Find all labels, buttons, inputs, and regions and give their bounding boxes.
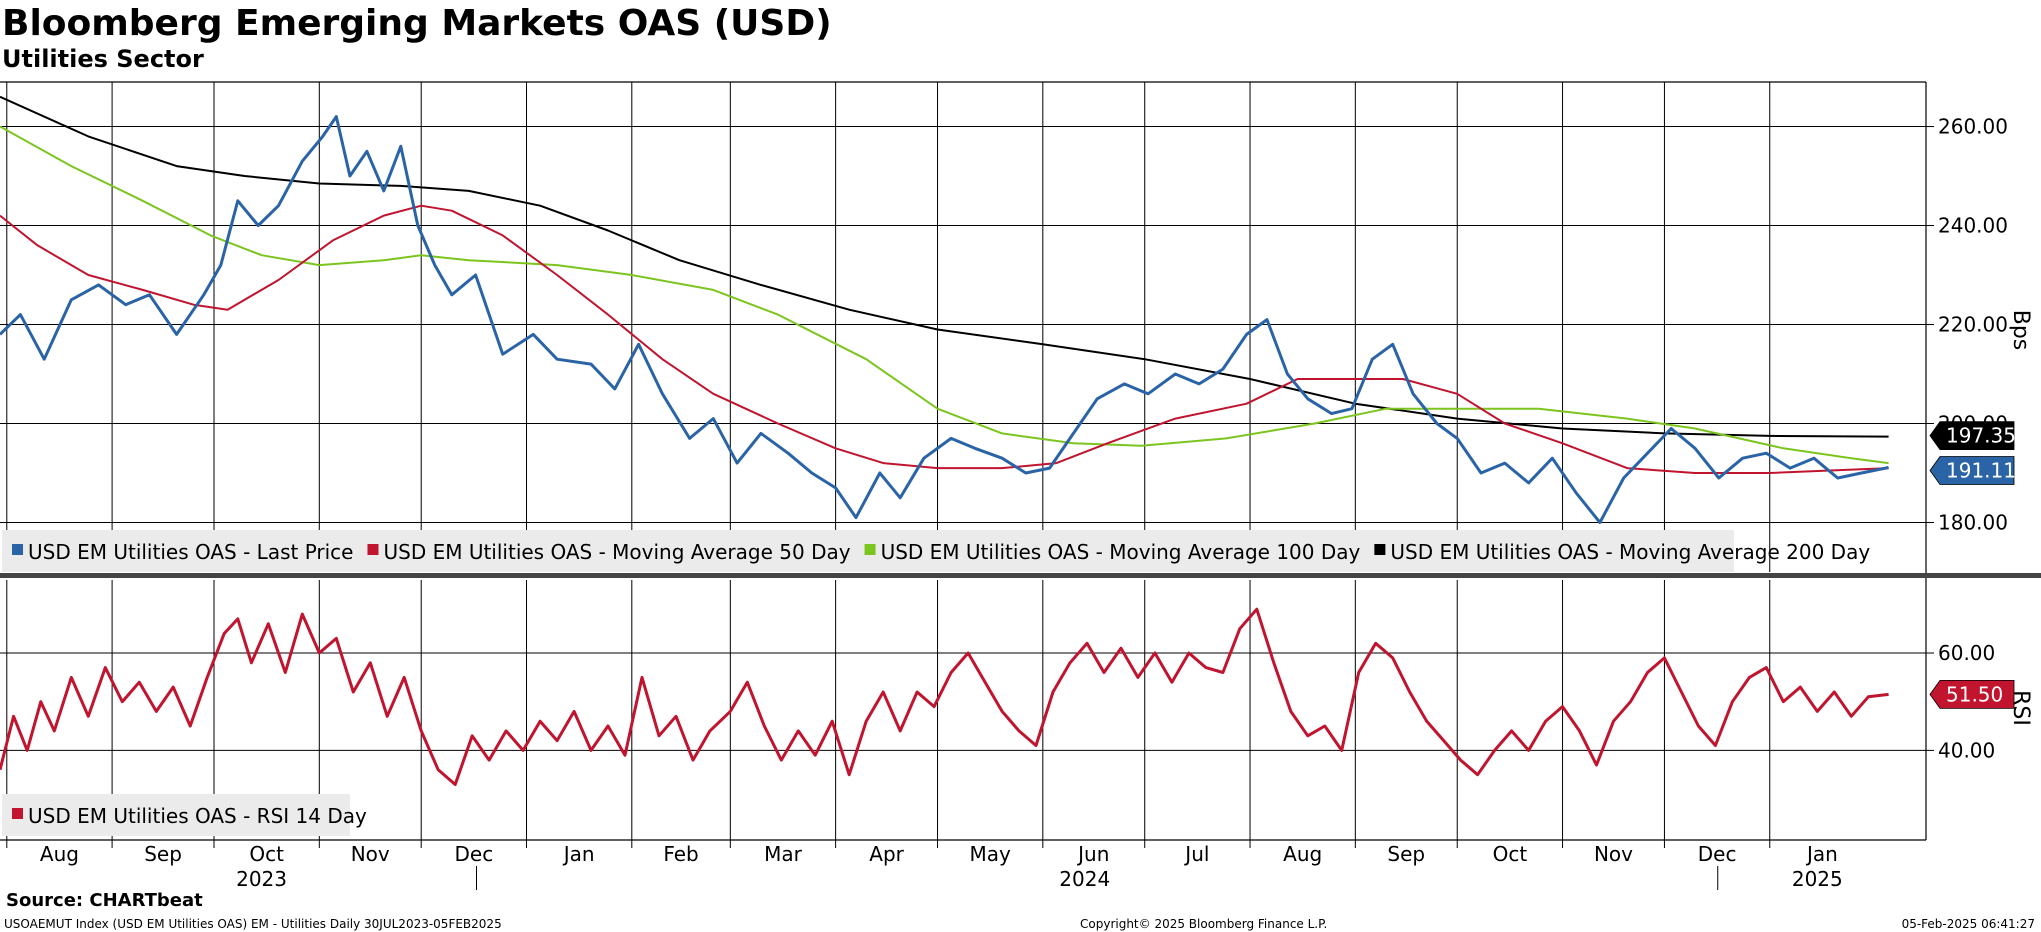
x-tick-label: Dec <box>455 842 494 866</box>
axis-layer: Aug Sep Oct Nov Dec Jan Feb Mar Apr May Jun Jul Aug S… <box>6 115 2033 891</box>
main-y-tick-label: 180.00 <box>1938 511 2008 535</box>
copyright: Copyright© 2025 Bloomberg Finance L.P. <box>1080 917 1328 931</box>
x-tick-label: Jul <box>1183 842 1209 866</box>
ma100-series-line <box>0 125 1889 465</box>
panel-separator <box>0 573 2041 578</box>
year-label: 2023 <box>236 867 287 891</box>
legend-entry: USD EM Utilities OAS - Moving Average 10… <box>881 540 1361 564</box>
x-tick-label: Sep <box>144 842 182 866</box>
chart-title: Bloomberg Emerging Markets OAS (USD) <box>2 3 832 44</box>
x-tick-label: Mar <box>764 842 803 866</box>
last-price-last-value-tag: 191.11 <box>1946 459 2016 483</box>
x-tick-label: Oct <box>249 842 284 866</box>
x-tick-label: Nov <box>1594 842 1633 866</box>
x-tick-label: Dec <box>1698 842 1737 866</box>
legend-swatch <box>12 544 23 555</box>
rsi-last-value-tag: 51.50 <box>1946 682 2003 706</box>
rsi-series-line <box>0 607 1889 786</box>
ma200-last-value-tag: 197.35 <box>1946 424 2016 448</box>
ma200-last-value-tag-box <box>1929 421 2015 451</box>
legend-layer: USD EM Utilities OAS - Last Price USD EM … <box>2 530 1870 836</box>
last-price-series-line <box>0 115 1889 524</box>
timestamp: 05-Feb-2025 06:41:27 <box>1901 917 2035 931</box>
x-tick-label: Oct <box>1493 842 1528 866</box>
year-label: 2024 <box>1059 867 1110 891</box>
rsi-y-tick-label: 60.00 <box>1938 641 1995 665</box>
legend-swatch <box>864 544 876 555</box>
series-layer <box>0 95 1889 786</box>
x-tick-label: Feb <box>663 842 698 866</box>
main-panel-grid <box>0 81 2041 841</box>
rsi-legend-box <box>2 794 350 836</box>
main-y-tick-label: 220.00 <box>1938 313 2008 337</box>
x-tick-label: Jan <box>1805 842 1838 866</box>
source-label: Source: CHARTbeat <box>6 890 203 911</box>
chart-subtitle: Utilities Sector <box>2 45 204 73</box>
legend-entry: USD EM Utilities OAS - RSI 14 Day <box>28 804 367 828</box>
last-value-tags: 197.35 191.11 51.50 <box>1929 421 2016 709</box>
legend-entry: USD EM Utilities OAS - Last Price <box>28 540 353 564</box>
x-tick-label: Jun <box>1076 842 1109 866</box>
x-tick-label: Jan <box>562 842 595 866</box>
x-tick-label: Sep <box>1387 842 1425 866</box>
x-tick-label: Apr <box>869 842 904 866</box>
legend-swatch <box>367 544 379 555</box>
x-tick-label: Aug <box>40 842 79 866</box>
main-y-tick-label: 260.00 <box>1938 115 2008 139</box>
legend-swatch <box>12 808 23 819</box>
legend-entry: USD EM Utilities OAS - Moving Average 20… <box>1390 540 1870 564</box>
ma200-series-line <box>0 95 1889 438</box>
rsi-y-tick-label: 40.00 <box>1938 738 1995 762</box>
main-y-tick-label: 240.00 <box>1938 214 2008 238</box>
last-price-last-value-tag-box <box>1929 456 2015 485</box>
x-tick-label: Nov <box>351 842 390 866</box>
rsi-last-value-tag-box <box>1929 679 2015 709</box>
year-label: 2025 <box>1792 867 1843 891</box>
x-tick-label: Aug <box>1283 842 1322 866</box>
index-info: USOAEMUT Index (USD EM Utilities OAS) EM… <box>4 917 502 931</box>
x-tick-label: May <box>969 842 1011 866</box>
legend-swatch <box>1374 544 1386 555</box>
ma50-series-line <box>0 204 1889 474</box>
legend-entry: USD EM Utilities OAS - Moving Average 50… <box>383 540 850 564</box>
main-y-axis-label: Bps <box>2008 310 2033 351</box>
